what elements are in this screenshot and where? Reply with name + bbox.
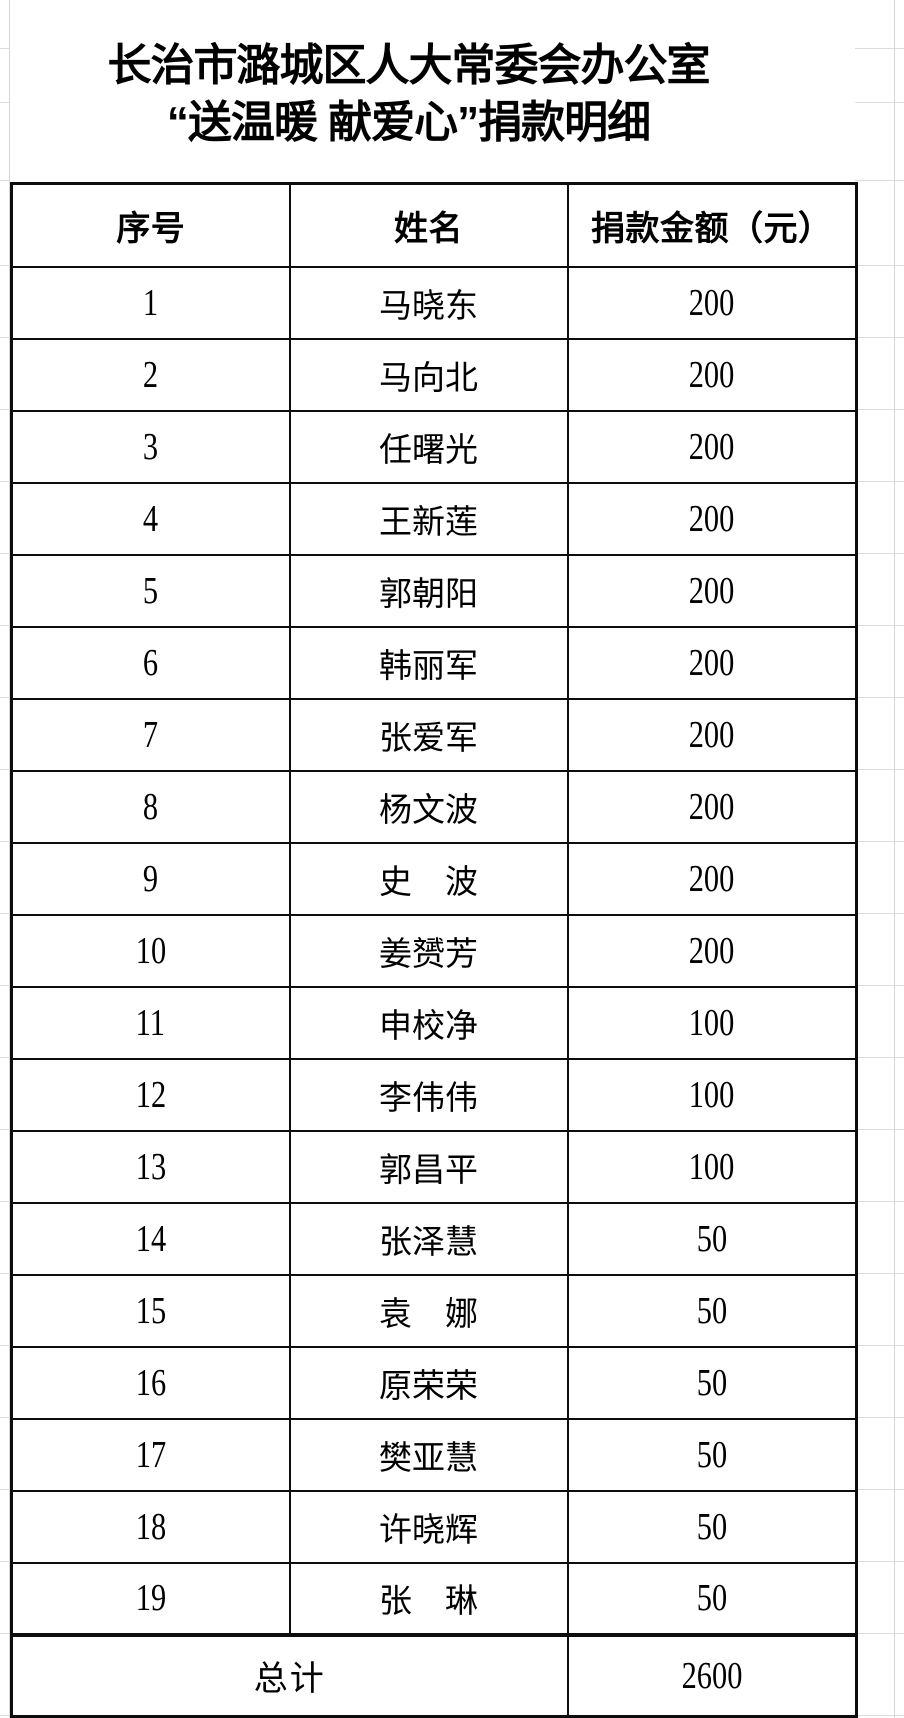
cell-name: 王新莲	[288, 481, 569, 556]
cell-index: 9	[10, 841, 291, 916]
cell-name: 许晓辉	[288, 1489, 569, 1564]
total-value: 2600	[681, 1654, 743, 1697]
cell-amount: 200	[566, 913, 858, 988]
cell-amount: 200	[566, 697, 858, 772]
cell-name: 张泽慧	[288, 1201, 569, 1276]
sheet-title: 长治市潞城区人大常委会办公室 “送温暖 献爱心”捐款明细	[10, 0, 855, 182]
cell-index: 16	[10, 1345, 291, 1420]
cell-amount: 200	[566, 841, 858, 916]
cell-amount: 200	[566, 265, 858, 340]
table-row: 2 马向北 200	[10, 337, 858, 412]
table-row: 3 任曙光 200	[10, 409, 858, 484]
cell-name: 马向北	[288, 337, 569, 412]
cell-name: 樊亚慧	[288, 1417, 569, 1492]
cell-name: 张爱军	[288, 697, 569, 772]
table-row: 7 张爱军 200	[10, 697, 858, 772]
table-row: 13 郭昌平 100	[10, 1129, 858, 1204]
cell-index: 11	[10, 985, 291, 1060]
cell-name: 郭昌平	[288, 1129, 569, 1204]
table-header-row: 序号 姓名 捐款金额（元）	[10, 182, 858, 268]
table-row: 12 李伟伟 100	[10, 1057, 858, 1132]
cell-name: 韩丽军	[288, 625, 569, 700]
table-body: 1 马晓东 200 2 马向北 200 3 任曙光 200 4 王新莲 200 …	[10, 265, 858, 1636]
cell-amount: 50	[566, 1201, 858, 1276]
donation-table: 序号 姓名 捐款金额（元） 1 马晓东 200 2 马向北 200 3 任曙光 …	[10, 182, 858, 1718]
cell-index: 8	[10, 769, 291, 844]
col-header-amount: 捐款金额（元）	[566, 182, 858, 268]
cell-name: 姜赟芳	[288, 913, 569, 988]
cell-index: 6	[10, 625, 291, 700]
cell-index: 17	[10, 1417, 291, 1492]
cell-amount: 200	[566, 481, 858, 556]
cell-amount: 200	[566, 625, 858, 700]
cell-amount: 200	[566, 553, 858, 628]
table-row: 19 张 琳 50	[10, 1561, 858, 1636]
table-row: 14 张泽慧 50	[10, 1201, 858, 1276]
table-row: 4 王新莲 200	[10, 481, 858, 556]
cell-name: 杨文波	[288, 769, 569, 844]
cell-index: 15	[10, 1273, 291, 1348]
table-row: 9 史 波 200	[10, 841, 858, 916]
cell-name: 袁 娜	[288, 1273, 569, 1348]
donation-sheet: 长治市潞城区人大常委会办公室 “送温暖 献爱心”捐款明细 序号 姓名 捐款金额（…	[10, 0, 858, 1718]
cell-index: 4	[10, 481, 291, 556]
table-row: 10 姜赟芳 200	[10, 913, 858, 988]
cell-amount: 200	[566, 337, 858, 412]
total-label: 总计	[10, 1632, 569, 1718]
cell-amount: 50	[566, 1561, 858, 1636]
cell-index: 10	[10, 913, 291, 988]
table-row: 17 樊亚慧 50	[10, 1417, 858, 1492]
cell-amount: 200	[566, 409, 858, 484]
cell-name: 任曙光	[288, 409, 569, 484]
sheet-title-line2: “送温暖 献爱心”捐款明细	[166, 97, 651, 147]
cell-name: 马晓东	[288, 265, 569, 340]
cell-index: 7	[10, 697, 291, 772]
cell-amount: 50	[566, 1345, 858, 1420]
cell-amount: 200	[566, 769, 858, 844]
cell-index: 1	[10, 265, 291, 340]
sheet-title-line1: 长治市潞城区人大常委会办公室	[107, 40, 711, 90]
cell-index: 14	[10, 1201, 291, 1276]
cell-name: 申校净	[288, 985, 569, 1060]
cell-index: 12	[10, 1057, 291, 1132]
table-row: 11 申校净 100	[10, 985, 858, 1060]
cell-name: 史 波	[288, 841, 569, 916]
cell-name: 原荣荣	[288, 1345, 569, 1420]
cell-amount: 50	[566, 1489, 858, 1564]
cell-amount: 100	[566, 985, 858, 1060]
cell-index: 3	[10, 409, 291, 484]
cell-amount: 50	[566, 1273, 858, 1348]
total-value-cell: 2600	[566, 1632, 858, 1718]
cell-index: 2	[10, 337, 291, 412]
cell-amount: 100	[566, 1129, 858, 1204]
cell-index: 18	[10, 1489, 291, 1564]
col-header-name: 姓名	[288, 182, 569, 268]
total-row: 总计 2600	[10, 1632, 858, 1718]
table-row: 18 许晓辉 50	[10, 1489, 858, 1564]
table-row: 1 马晓东 200	[10, 265, 858, 340]
cell-amount: 50	[566, 1417, 858, 1492]
cell-amount: 100	[566, 1057, 858, 1132]
table-row: 5 郭朝阳 200	[10, 553, 858, 628]
table-row: 6 韩丽军 200	[10, 625, 858, 700]
cell-index: 13	[10, 1129, 291, 1204]
cell-index: 19	[10, 1561, 291, 1636]
cell-index: 5	[10, 553, 291, 628]
col-header-index: 序号	[10, 182, 291, 268]
table-row: 15 袁 娜 50	[10, 1273, 858, 1348]
cell-name: 张 琳	[288, 1561, 569, 1636]
table-row: 8 杨文波 200	[10, 769, 858, 844]
cell-name: 李伟伟	[288, 1057, 569, 1132]
table-row: 16 原荣荣 50	[10, 1345, 858, 1420]
cell-name: 郭朝阳	[288, 553, 569, 628]
